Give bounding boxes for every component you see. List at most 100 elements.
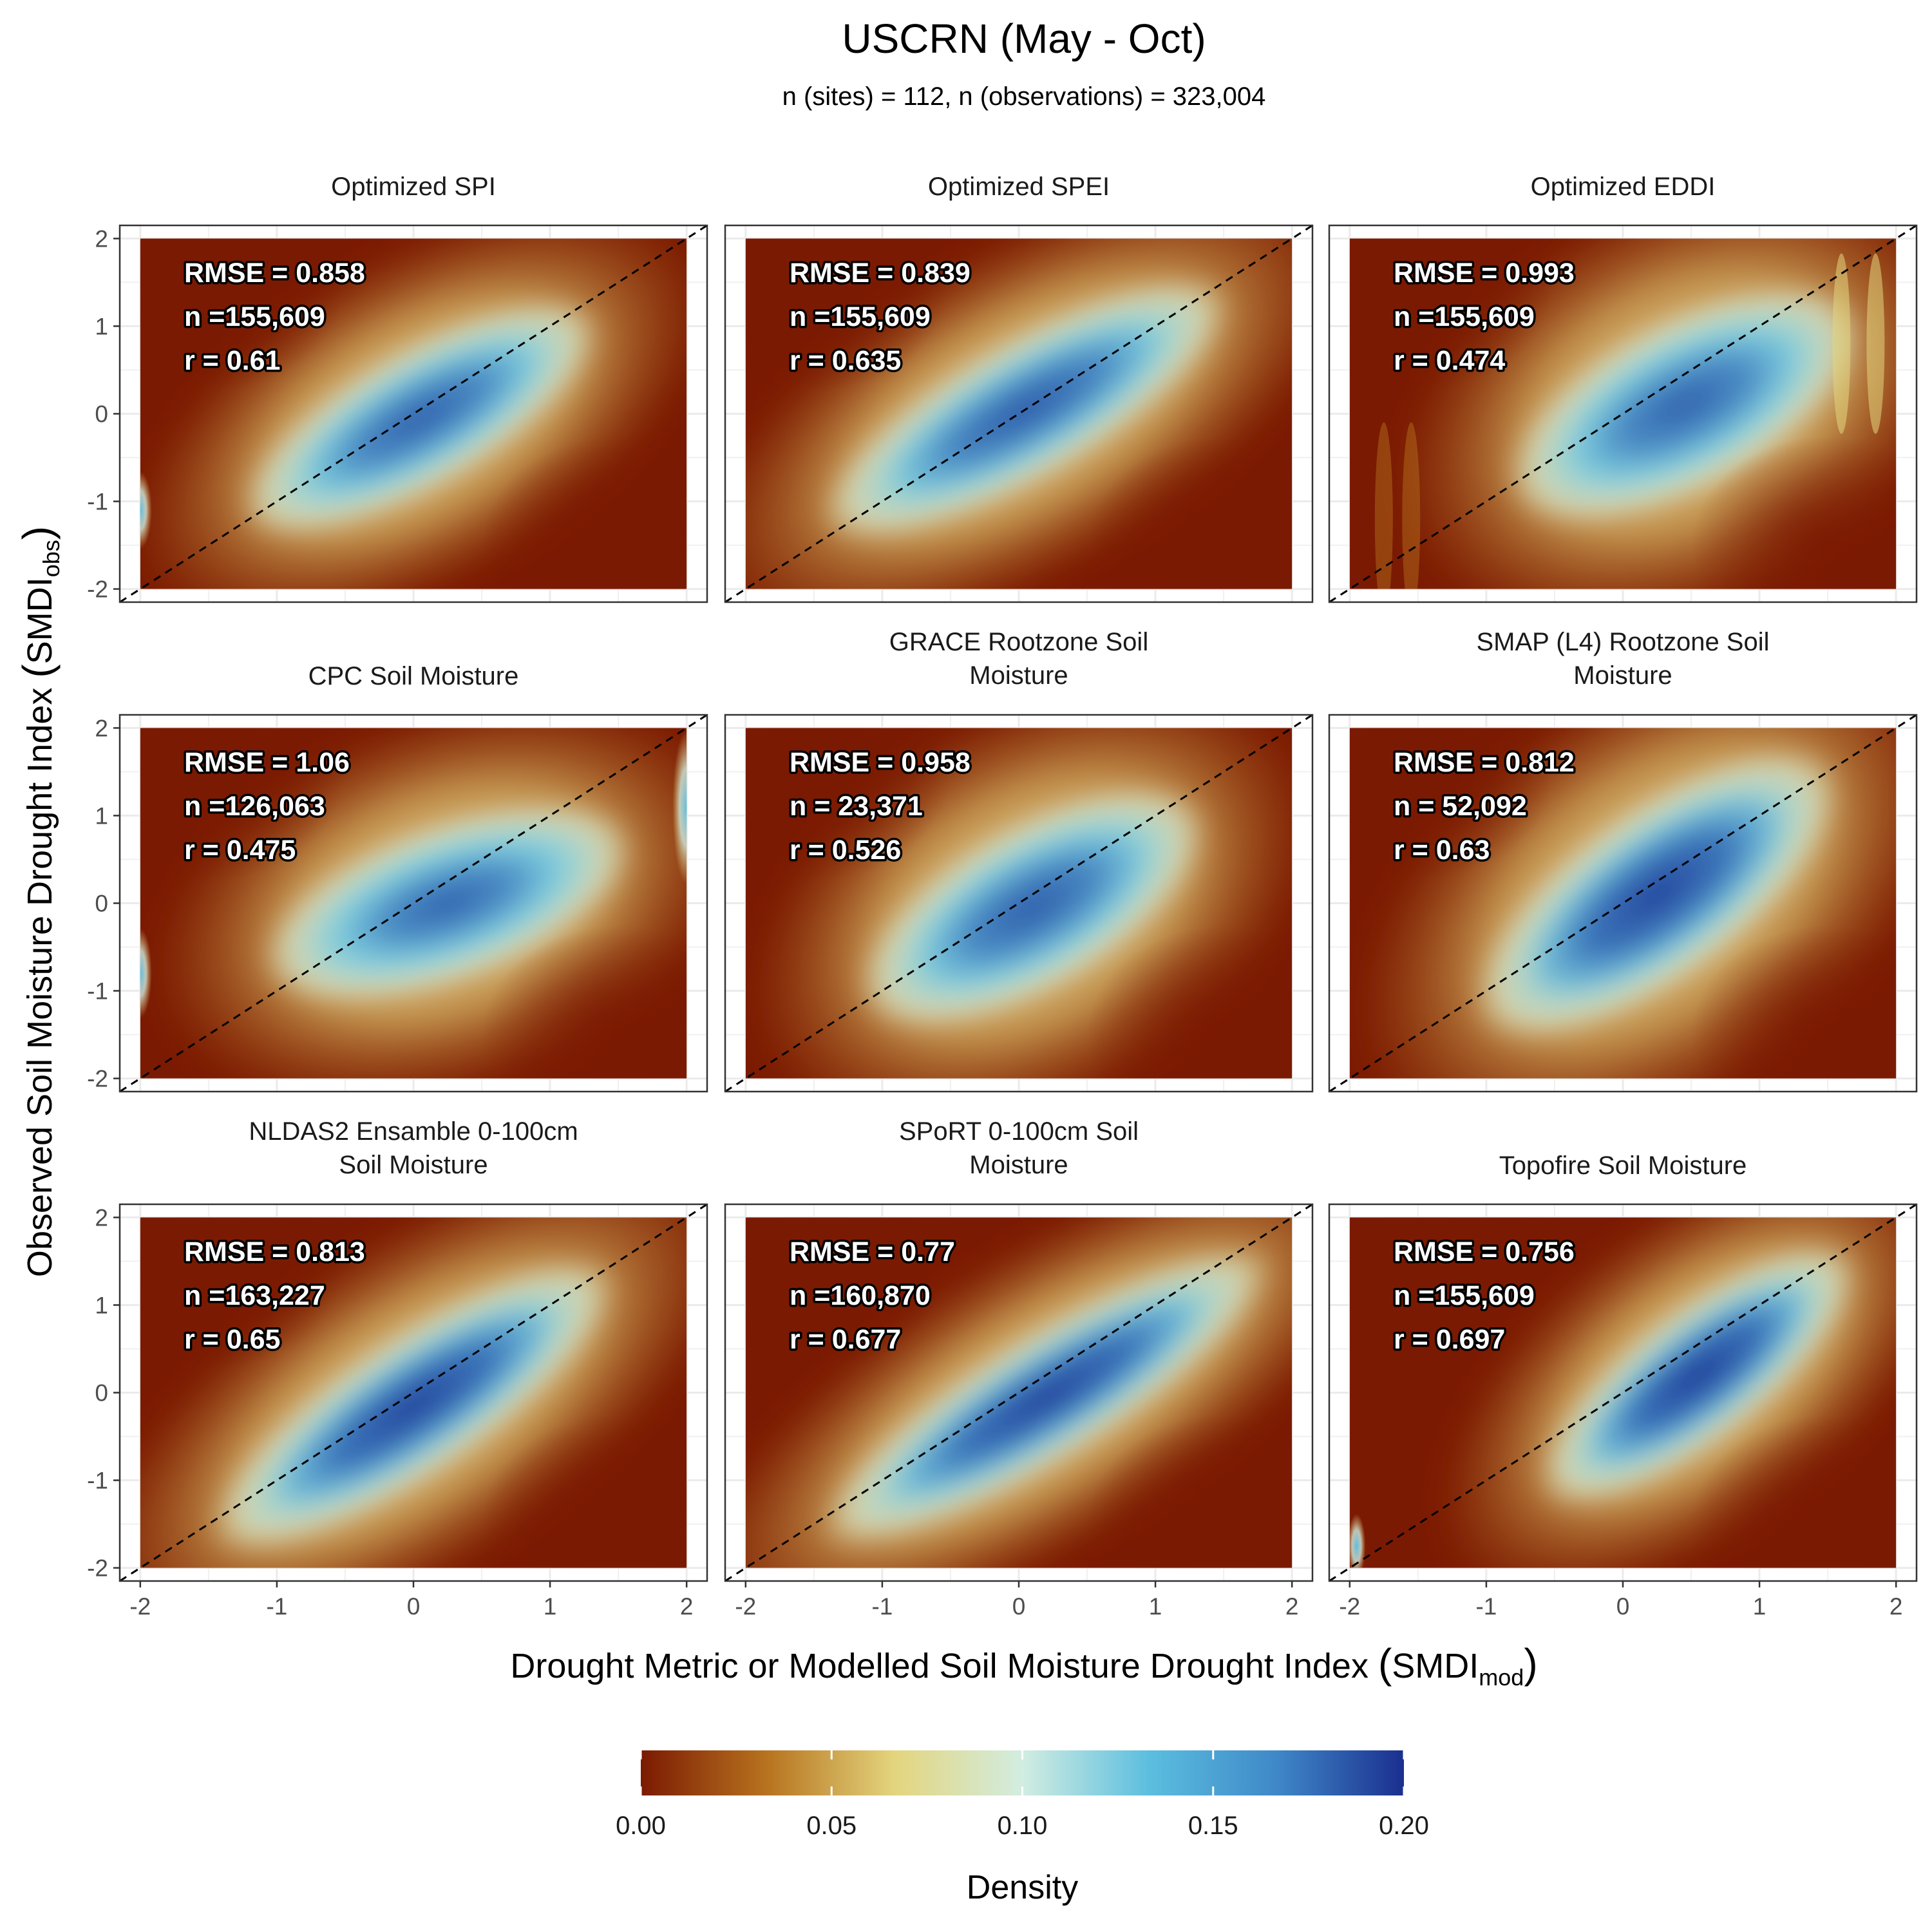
density-raster <box>745 728 1293 1079</box>
x-tick-label: 1 <box>544 1593 557 1620</box>
legend-title: Density <box>967 1869 1078 1906</box>
panel-stat-label: r = 0.526 <box>790 835 901 866</box>
panel-stat-label: n =155,609 <box>790 301 931 332</box>
y-tick-label: 2 <box>95 225 108 252</box>
panel-stat-label: r = 0.61 <box>184 345 280 376</box>
panel-stat-label: RMSE = 0.958 <box>790 747 971 778</box>
figure-subtitle: n (sites) = 112, n (observations) = 323,… <box>782 82 1266 111</box>
panel-stat-label: n =155,609 <box>184 301 325 332</box>
y-tick-label: -2 <box>87 1066 108 1092</box>
y-tick-label: 2 <box>95 715 108 741</box>
panel-stat-label: n =155,609 <box>1394 1280 1535 1311</box>
panel-stat-label: r = 0.475 <box>184 835 296 866</box>
density-raster <box>140 1217 687 1568</box>
panel-stat-label: n =160,870 <box>790 1280 931 1311</box>
facet-title: Optimized SPI <box>331 173 496 201</box>
panel-stat-label: RMSE = 0.858 <box>184 258 365 289</box>
panel-stat-label: RMSE = 0.812 <box>1394 747 1575 778</box>
facet-panel: NLDAS2 Ensamble 0-100cm Soil Moisture RMSE… <box>87 1117 708 1620</box>
y-tick-label: -1 <box>87 1468 108 1494</box>
x-tick-label: -2 <box>129 1593 151 1620</box>
legend-tick-label: 0.20 <box>1379 1812 1429 1840</box>
legend-tick-label: 0.10 <box>998 1812 1048 1840</box>
y-tick-label: 1 <box>95 802 108 829</box>
facet-title: SPoRT 0-100cm Soil <box>899 1117 1139 1146</box>
x-tick-label: -1 <box>1475 1593 1497 1620</box>
y-tick-label: 0 <box>95 401 108 428</box>
y-axis-title: Observed Soil Moisture Drought Index (SM… <box>14 526 64 1277</box>
panel-stat-label: RMSE = 0.839 <box>790 258 971 289</box>
panel-stat-label: n = 52,092 <box>1394 791 1527 822</box>
y-tick-label: -1 <box>87 978 108 1005</box>
x-tick-label: -1 <box>266 1593 287 1620</box>
figure-title: USCRN (May - Oct) <box>842 15 1206 62</box>
x-tick-label: 0 <box>1616 1593 1630 1620</box>
y-tick-label: 0 <box>95 1380 108 1406</box>
facet-panels: Optimized SPI RMSE = 0.858 n =155,609 r = 0… <box>87 173 1918 1620</box>
x-tick-label: -1 <box>871 1593 893 1620</box>
facet-panel: SMAP (L4) Rootzone Soil Moisture RMSE = 0.… <box>1328 628 1918 1093</box>
facet-title: Optimized EDDI <box>1531 173 1716 201</box>
facet-title: Moisture <box>1573 661 1672 690</box>
panel-stat-label: n = 23,371 <box>790 791 923 822</box>
y-tick-label: 2 <box>95 1204 108 1231</box>
x-tick-label: -2 <box>735 1593 756 1620</box>
facet-title: SMAP (L4) Rootzone Soil <box>1476 628 1769 656</box>
y-tick-label: 1 <box>95 1292 108 1318</box>
panel-border <box>724 714 1314 1093</box>
panel-border <box>1328 714 1918 1093</box>
y-tick-label: 0 <box>95 891 108 917</box>
facet-panel: Optimized EDDI RMSE = 0.993 n =155,609 r = … <box>1328 173 1918 603</box>
panel-border <box>1328 224 1918 603</box>
density-legend: 0.00 0.05 0.10 0.15 0.20 Density <box>616 1750 1429 1906</box>
panel-stat-label: n =126,063 <box>184 791 325 822</box>
x-tick-label: 1 <box>1149 1593 1162 1620</box>
density-raster <box>1349 238 1897 589</box>
facet-title: Topofire Soil Moisture <box>1499 1151 1747 1180</box>
panel-stat-label: RMSE = 0.813 <box>184 1236 365 1267</box>
facet-title: Optimized SPEI <box>928 173 1110 201</box>
density-raster <box>1349 1217 1897 1568</box>
facet-title: GRACE Rootzone Soil <box>889 628 1148 656</box>
density-raster <box>1349 728 1897 1079</box>
x-tick-label: -2 <box>1339 1593 1360 1620</box>
facet-panel: SPoRT 0-100cm Soil Moisture RMSE = 0.77 n =… <box>724 1117 1314 1620</box>
facet-panel: GRACE Rootzone Soil Moisture RMSE = 0.958 n… <box>724 628 1314 1093</box>
panel-stat-label: n =163,227 <box>184 1280 325 1311</box>
y-tick-label: -2 <box>87 1555 108 1582</box>
panel-stat-label: r = 0.697 <box>1394 1324 1505 1355</box>
x-tick-label: 1 <box>1753 1593 1766 1620</box>
facet-title: Soil Moisture <box>339 1151 488 1179</box>
panel-stat-label: RMSE = 0.756 <box>1394 1236 1575 1267</box>
legend-tick-label: 0.15 <box>1188 1812 1238 1840</box>
density-raster <box>140 728 687 1079</box>
panel-stat-label: RMSE = 0.993 <box>1394 258 1575 289</box>
facet-panel: Optimized SPI RMSE = 0.858 n =155,609 r = 0… <box>87 173 708 603</box>
x-tick-label: 2 <box>680 1593 694 1620</box>
panel-stat-label: r = 0.677 <box>790 1324 901 1355</box>
panel-stat-label: r = 0.635 <box>790 345 901 376</box>
facet-panel: Optimized SPEI RMSE = 0.839 n =155,609 r = … <box>724 173 1314 603</box>
density-raster <box>140 238 687 589</box>
axis-titles: Drought Metric or Modelled Soil Moisture… <box>14 526 1538 1690</box>
legend-tick-label: 0.00 <box>616 1812 666 1840</box>
facet-title: CPC Soil Moisture <box>308 662 519 690</box>
facet-title: Moisture <box>969 661 1068 690</box>
panel-stat-label: r = 0.63 <box>1394 835 1490 866</box>
density-raster <box>745 1217 1293 1568</box>
facet-panel: Topofire Soil Moisture RMSE = 0.756 n =155… <box>1328 1151 1918 1620</box>
x-tick-label: 0 <box>407 1593 421 1620</box>
panel-stat-label: RMSE = 0.77 <box>790 1236 955 1267</box>
legend-tick-label: 0.05 <box>806 1812 857 1840</box>
panel-stat-label: r = 0.474 <box>1394 345 1505 376</box>
panel-border <box>724 224 1314 603</box>
x-tick-label: 2 <box>1889 1593 1903 1620</box>
facet-title: Moisture <box>969 1151 1068 1179</box>
panel-stat-label: r = 0.65 <box>184 1324 280 1355</box>
x-axis-title: Drought Metric or Modelled Soil Moisture… <box>510 1640 1537 1690</box>
x-tick-label: 0 <box>1012 1593 1026 1620</box>
x-tick-label: 2 <box>1285 1593 1299 1620</box>
panel-stat-label: n =155,609 <box>1394 301 1535 332</box>
facet-title: NLDAS2 Ensamble 0-100cm <box>249 1117 578 1146</box>
